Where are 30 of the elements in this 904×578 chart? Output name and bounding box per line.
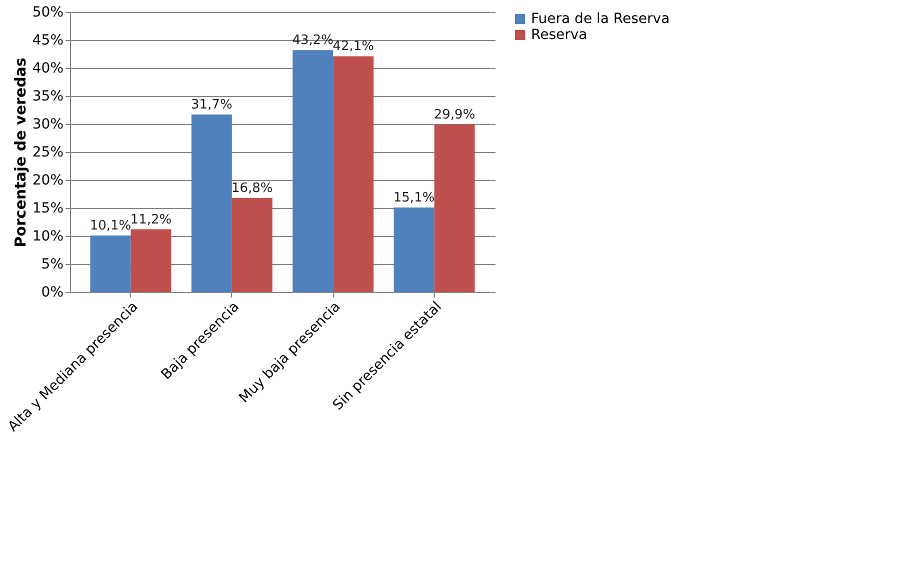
bar [90,235,131,292]
data-label: 10,1% [90,218,132,234]
bar [434,124,475,292]
bar [232,198,272,292]
bar [191,114,232,292]
y-tick-label: 0% [41,284,64,300]
bar [130,229,172,292]
y-tick-label: 20% [32,172,64,188]
data-label: 16,8% [231,180,273,196]
y-tick-label: 45% [32,32,64,48]
bar [292,50,334,292]
y-tick-label: 40% [32,60,64,76]
data-label: 11,2% [130,212,172,228]
y-tick-label: 10% [32,228,64,244]
y-tick-label: 50% [32,4,64,20]
data-label: 42,1% [332,39,374,54]
legend-label: Reserva [531,27,588,43]
y-tick-label: 15% [32,200,64,216]
y-tick-label: 25% [32,144,64,160]
bar [333,56,374,292]
data-label: 43,2% [292,33,334,48]
bar [394,207,434,292]
data-label: 29,9% [434,108,476,123]
y-tick-label: 30% [32,116,64,132]
y-tick-label: 35% [32,88,64,104]
y-tick-label: 5% [41,256,64,272]
data-label: 31,7% [191,97,232,112]
data-label: 15,1% [393,190,435,206]
legend-label: Fuera de la Reserva [531,11,670,27]
y-axis-title: Porcentaje de veredas [11,58,30,248]
